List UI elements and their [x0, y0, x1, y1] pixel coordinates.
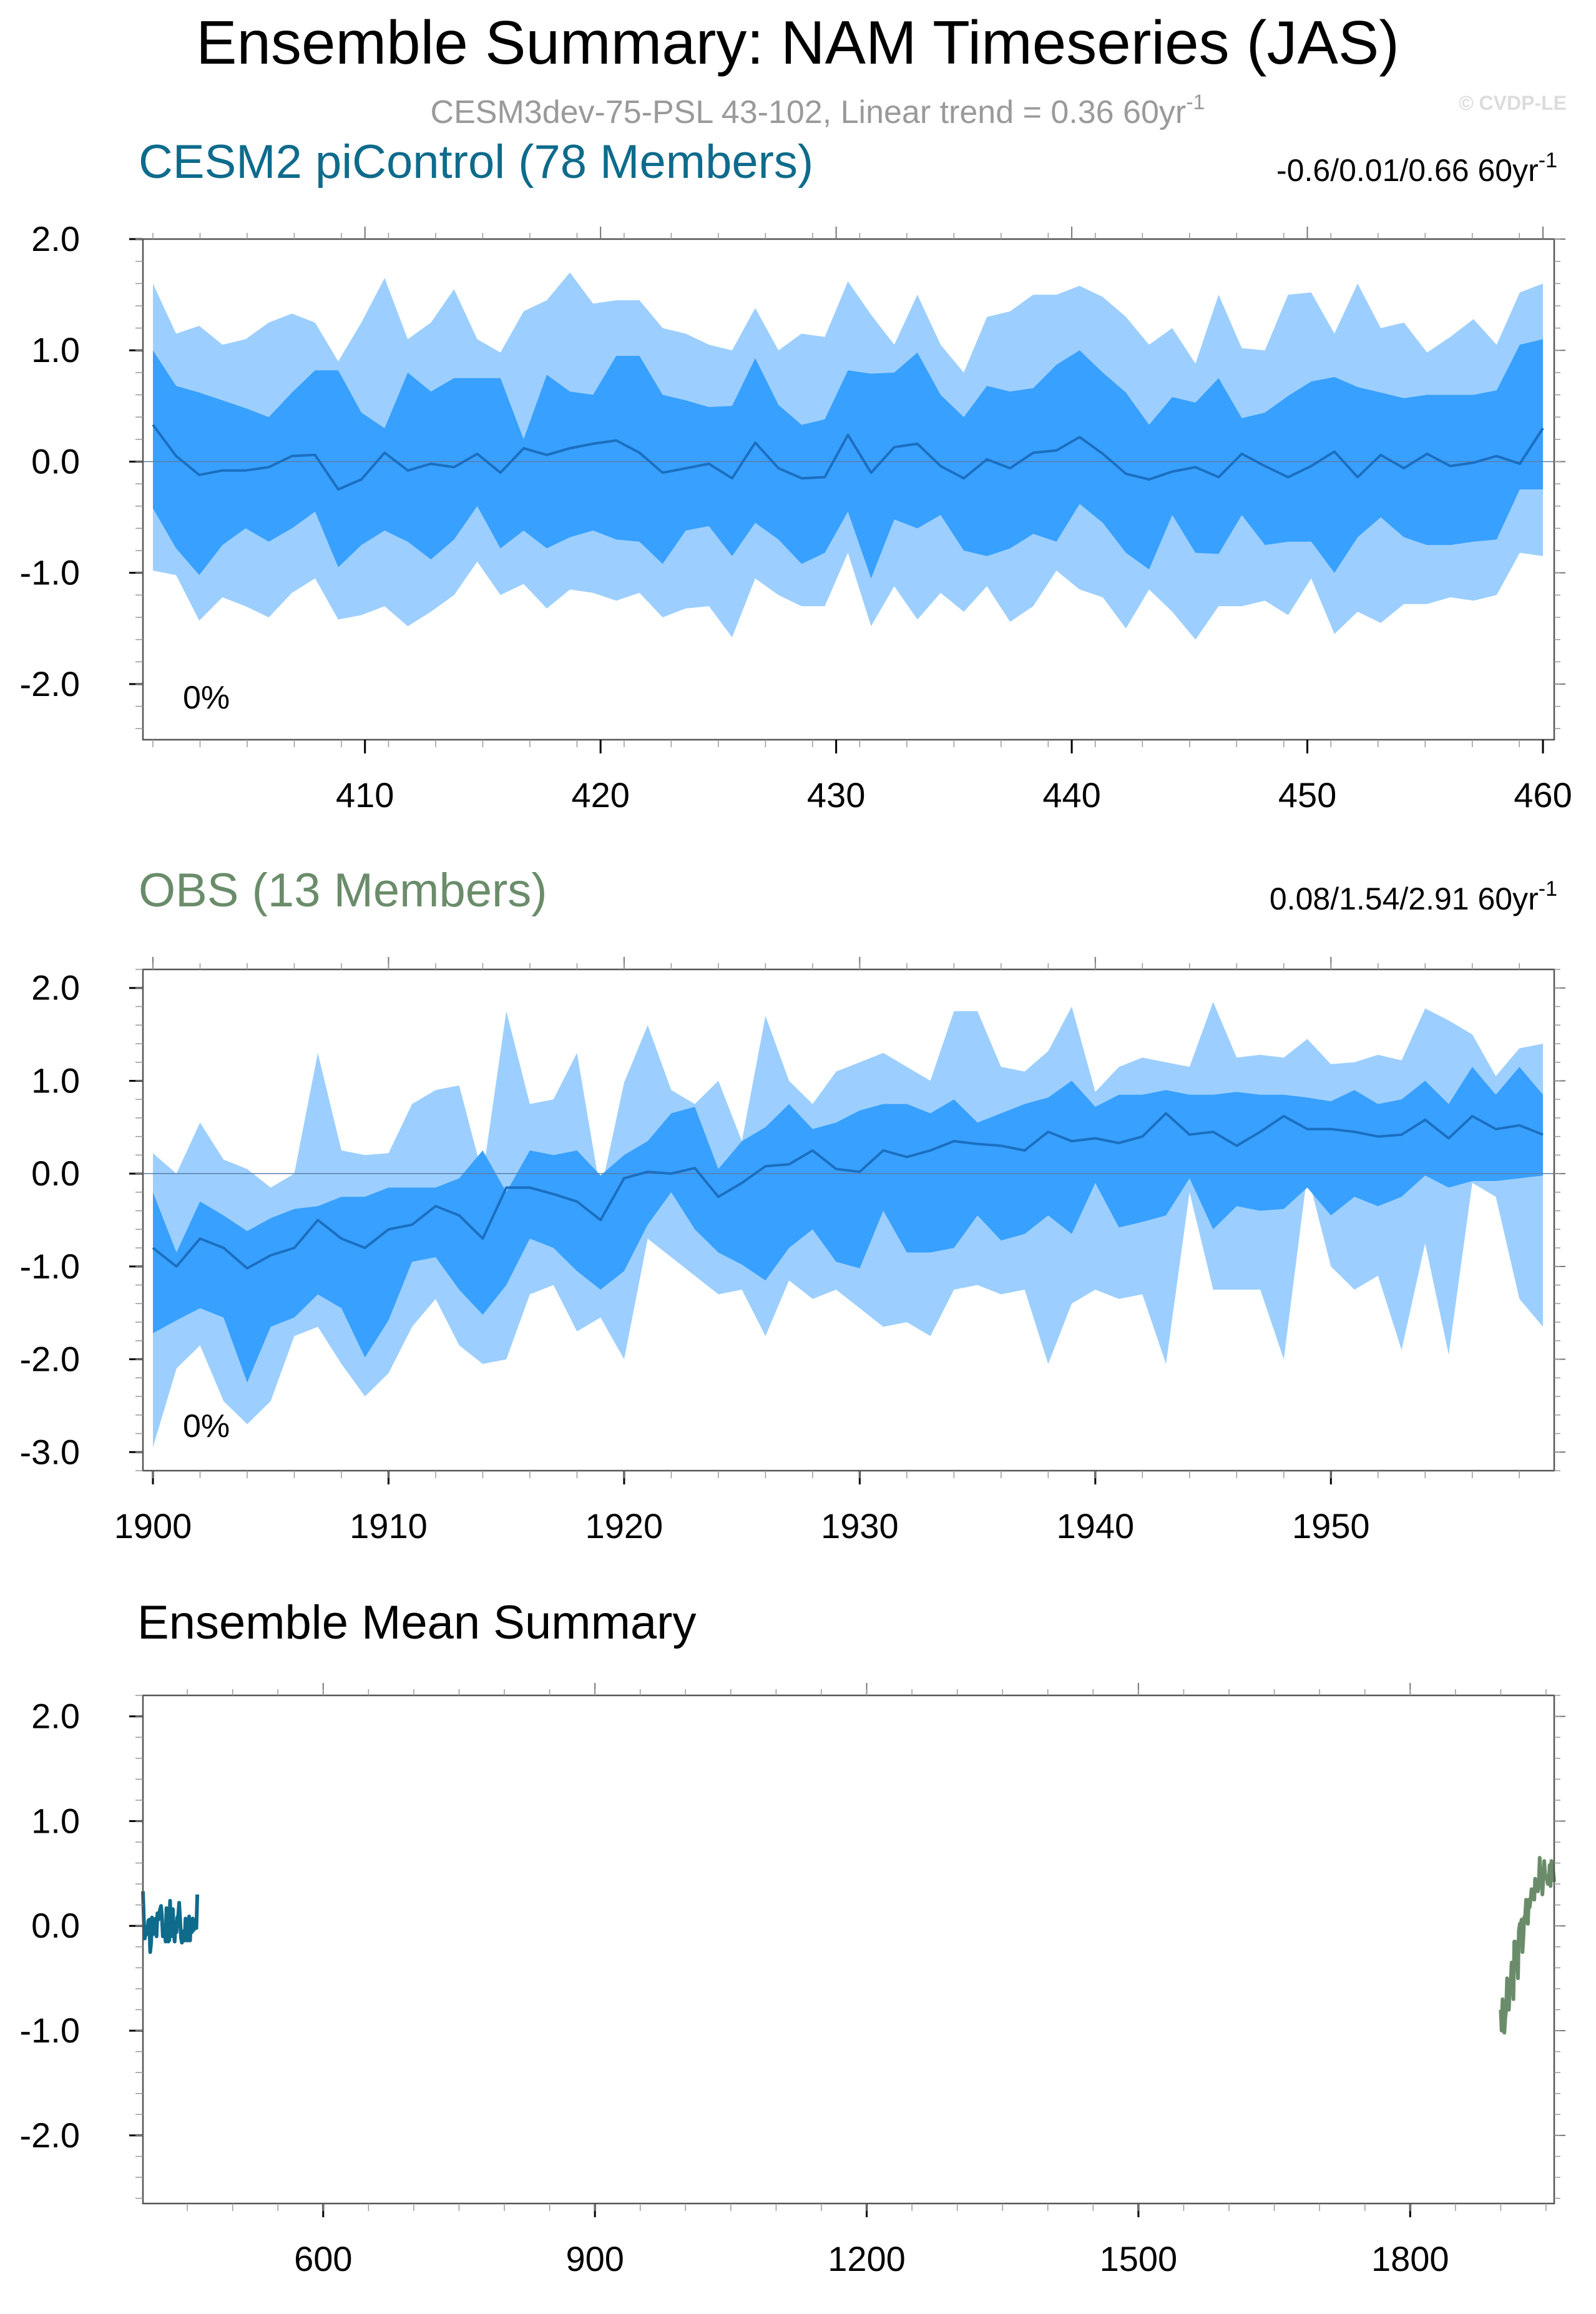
- obs-ytick-label: 1.0: [31, 1061, 80, 1100]
- obs-ytick-label: -2.0: [20, 1340, 81, 1379]
- obs-xtick-label: 1940: [1057, 1506, 1135, 1546]
- cesm-trend-label: -0.6/0.01/0.66 60yr-1: [1276, 149, 1557, 188]
- cesm-trend-superscript: -1: [1539, 149, 1557, 172]
- cesm-mean-line: [152, 424, 1544, 491]
- cesm-plot-area: 2.0 1.0 0.0 -1.0 -2.0 410 420 430 440 450 460: [20, 219, 1572, 815]
- ensemble-mean-title: Ensemble Mean Summary: [137, 1596, 696, 1649]
- obs-plot-area: 2.0 1.0 0.0 -1.0 -2.0 -3.0 1900 1910 1920 1930 194…: [20, 957, 1565, 1546]
- ensemble-mean-panel: Ensemble Mean Summary 2.0 1.0 0.0 -1.0 -2.0 6…: [20, 1596, 1565, 2278]
- obs-xtick-label: 1920: [585, 1506, 663, 1546]
- obs-xtick-label: 1950: [1292, 1506, 1370, 1546]
- cesm-xtick-label: 450: [1278, 775, 1336, 815]
- cesm-ytick-label: 1.0: [31, 330, 80, 370]
- cesm-xtick-label: 430: [807, 775, 865, 815]
- ensemble-xtick-label: 600: [294, 2239, 352, 2278]
- ensemble-ytick-label: -2.0: [20, 2115, 81, 2155]
- cesm-xtick-label: 420: [571, 775, 629, 815]
- obs-inner-band: [153, 1067, 1543, 1383]
- cesm-ytick-label: 2.0: [31, 219, 80, 258]
- obs-ytick-label: 2.0: [31, 968, 80, 1007]
- cesm-xtick-label: 460: [1514, 775, 1572, 815]
- cesm-ytick-label: 0.0: [31, 441, 80, 481]
- obs-panel: OBS (13 Members) 0.08/1.54/2.91 60yr-1 2…: [20, 864, 1565, 1546]
- obs-ytick-label: -1.0: [20, 1247, 81, 1286]
- ensemble-mean-plot-area: 2.0 1.0 0.0 -1.0 -2.0 600 900 1200 1500 1800: [20, 1683, 1565, 2278]
- ensemble-ytick-label: -1.0: [20, 2011, 81, 2050]
- ensemble-mean-line-obs: [1499, 1856, 1556, 2035]
- ensemble-xtick-label: 1500: [1100, 2239, 1178, 2278]
- cesm-percent-label: 0%: [183, 680, 230, 716]
- cesm-ytick-label: -2.0: [20, 664, 81, 704]
- obs-xtick-label: 1930: [821, 1506, 899, 1546]
- cesm-picontrol-panel: CESM2 piControl (78 Members) -0.6/0.01/0…: [20, 135, 1572, 815]
- ensemble-ytick-label: 0.0: [31, 1906, 80, 1945]
- ensemble-xtick-label: 1200: [828, 2239, 906, 2278]
- subtitle-superscript: -1: [1186, 91, 1205, 114]
- cesm-frame: [142, 238, 1555, 741]
- obs-percent-label: 0%: [183, 1408, 230, 1444]
- obs-frame: [142, 968, 1555, 1472]
- cesm-xtick-label: 410: [336, 775, 394, 815]
- ensemble-xtick-label: 1800: [1371, 2239, 1449, 2278]
- figure-subtitle: CESM3dev-75-PSL 43-102, Linear trend = 0…: [431, 91, 1205, 130]
- ensemble-xtick-label: 900: [565, 2239, 624, 2278]
- cesm-panel-title: CESM2 piControl (78 Members): [139, 135, 813, 189]
- obs-ytick-label: 0.0: [31, 1154, 80, 1193]
- ensemble-mean-line-cesm: [141, 1891, 200, 1954]
- obs-trend-superscript: -1: [1539, 877, 1557, 901]
- ensemble-ytick-label: 2.0: [31, 1697, 80, 1736]
- cesm-xtick-label: 440: [1042, 775, 1100, 815]
- watermark: © CVDP-LE: [1459, 92, 1567, 114]
- cesm-inner-band: [153, 339, 1543, 579]
- figure-title: Ensemble Summary: NAM Timeseries (JAS): [196, 8, 1399, 77]
- obs-xtick-label: 1910: [350, 1506, 428, 1546]
- ensemble-ytick-label: 1.0: [31, 1801, 80, 1840]
- obs-panel-title: OBS (13 Members): [139, 864, 547, 917]
- obs-trend-label: 0.08/1.54/2.91 60yr-1: [1270, 877, 1557, 916]
- obs-ytick-label: -3.0: [20, 1432, 81, 1471]
- ensemble-frame: [142, 1694, 1555, 2205]
- obs-xtick-label: 1900: [114, 1506, 192, 1546]
- obs-mean-line: [152, 1112, 1544, 1270]
- cesm-ytick-label: -1.0: [20, 553, 81, 592]
